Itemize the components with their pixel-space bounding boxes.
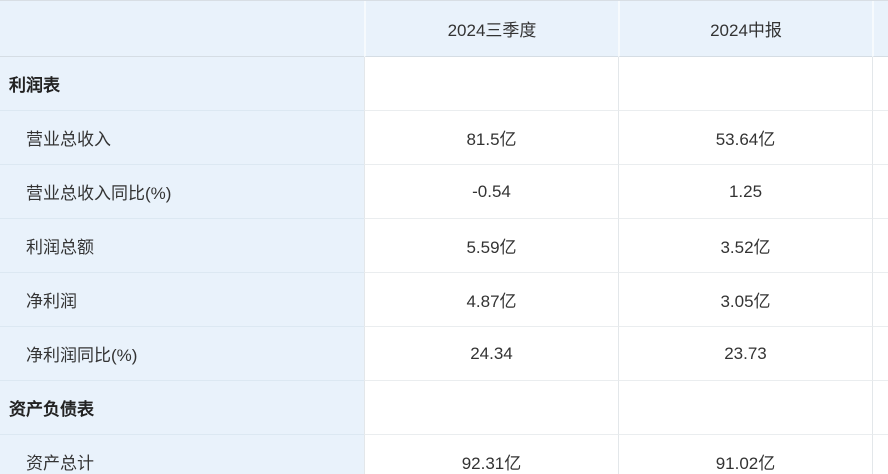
row-label: 资产总计 <box>0 435 364 474</box>
row-label: 净利润 <box>0 273 364 327</box>
value-cell <box>364 381 618 435</box>
value-cell <box>618 381 872 435</box>
value-cell <box>618 57 872 111</box>
value-cell: 24.34 <box>364 327 618 381</box>
row-label: 营业总收入同比(%) <box>0 165 364 219</box>
value-cell: 81.5亿 <box>364 111 618 165</box>
table-row-revenue-yoy: 营业总收入同比(%) -0.54 1.25 <box>0 165 888 219</box>
section-label: 资产负债表 <box>0 381 364 435</box>
section-label: 利润表 <box>0 57 364 111</box>
row-label: 营业总收入 <box>0 111 364 165</box>
table-row-net-profit-yoy: 净利润同比(%) 24.34 23.73 <box>0 327 888 381</box>
partial-cell <box>872 57 888 111</box>
partial-cell <box>872 327 888 381</box>
table-row-net-profit: 净利润 4.87亿 3.05亿 <box>0 273 888 327</box>
table-row-income-statement-section: 利润表 <box>0 57 888 111</box>
value-cell: 5.59亿 <box>364 219 618 273</box>
value-cell: 23.73 <box>618 327 872 381</box>
table-row-total-profit: 利润总额 5.59亿 3.52亿 <box>0 219 888 273</box>
value-cell: 92.31亿 <box>364 435 618 474</box>
partial-cell <box>872 435 888 474</box>
partial-cell <box>872 219 888 273</box>
value-cell: 3.05亿 <box>618 273 872 327</box>
value-cell: -0.54 <box>364 165 618 219</box>
partial-cell <box>872 273 888 327</box>
table-row-balance-sheet-section: 资产负债表 <box>0 381 888 435</box>
row-label: 利润总额 <box>0 219 364 273</box>
table-row-total-assets: 资产总计 92.31亿 91.02亿 <box>0 435 888 474</box>
value-cell: 3.52亿 <box>618 219 872 273</box>
column-header-2024-q3: 2024三季度 <box>364 1 618 57</box>
header-spacer-cell <box>0 1 364 57</box>
table-row-total-revenue: 营业总收入 81.5亿 53.64亿 <box>0 111 888 165</box>
value-cell: 53.64亿 <box>618 111 872 165</box>
partial-cell <box>872 381 888 435</box>
partial-cell <box>872 111 888 165</box>
value-cell: 91.02亿 <box>618 435 872 474</box>
table-header-row: 2024三季度 2024中报 <box>0 1 888 57</box>
value-cell: 1.25 <box>618 165 872 219</box>
value-cell: 4.87亿 <box>364 273 618 327</box>
header-partial-next-column <box>872 1 888 57</box>
row-label: 净利润同比(%) <box>0 327 364 381</box>
value-cell <box>364 57 618 111</box>
column-header-2024-interim: 2024中报 <box>618 1 872 57</box>
partial-cell <box>872 165 888 219</box>
